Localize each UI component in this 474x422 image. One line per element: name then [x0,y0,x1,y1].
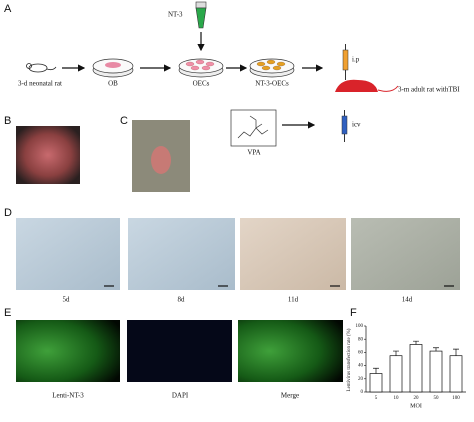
panel-label: A [4,3,12,15]
label: 3-d neonatal rat [18,80,62,88]
photo [16,126,80,184]
x-tick-label: 100 [452,396,460,401]
photo [240,218,346,290]
panel-label: B [4,115,11,127]
x-tick-label: 5 [375,396,378,401]
bar [369,373,383,393]
y-tick-label: 0 [361,390,364,395]
x-tick-label: 50 [434,396,440,401]
panel-label: C [120,115,128,127]
label: Lenti-NT-3 [52,392,84,400]
mouse-icon [26,63,57,73]
y-tick-label: 100 [356,324,364,329]
label: 11d [288,296,299,304]
panel-label: E [4,307,11,319]
pipette [195,7,207,29]
label: Merge [281,392,299,400]
syringe [342,44,349,80]
photo [351,218,460,290]
y-tick-label: 20 [358,377,364,382]
label: DAPI [172,392,189,400]
label: i.p [352,56,360,64]
error-bar [433,347,439,352]
x-axis-label: MOI [410,403,422,409]
syringe-cap [195,1,207,9]
label: 8d [178,296,186,304]
y-tick-label: 80 [358,337,364,342]
y-tick-label: 60 [358,351,364,356]
structure-box [230,109,277,147]
bar [389,355,403,393]
y-axis-label: Lentivirus transfection rate (%) [347,328,352,391]
bar [429,350,443,393]
error-bar [453,348,459,356]
label: icv [352,121,361,129]
vpa-structure [237,115,269,139]
bar [409,344,423,393]
bar [449,355,463,393]
photo [238,320,343,382]
y-tick-label: 40 [358,364,364,369]
photo [16,218,120,290]
x-tick-label: 10 [394,396,400,401]
dish [178,58,224,78]
photo [127,320,232,382]
dish [249,58,295,78]
label: 14d [402,296,413,304]
error-bar [373,367,379,374]
label: VPA [247,149,260,157]
x-tick-label: 20 [414,396,420,401]
photo [128,218,235,290]
error-bar [413,340,419,345]
photo-detail [151,146,171,174]
label: OB [108,80,118,88]
rat-tail [377,85,399,92]
label: NT-3-OECs [255,80,289,88]
label: 5d [63,296,71,304]
dish [92,58,134,78]
syringe [341,110,348,142]
adult-rat [335,79,378,92]
panel-label: F [350,307,357,319]
panel-label: D [4,207,12,219]
error-bar [393,350,399,356]
label: OECs [193,80,210,88]
label: 3-m adult rat withTBI [398,86,460,94]
photo [16,320,120,382]
label: NT-3 [168,11,183,19]
